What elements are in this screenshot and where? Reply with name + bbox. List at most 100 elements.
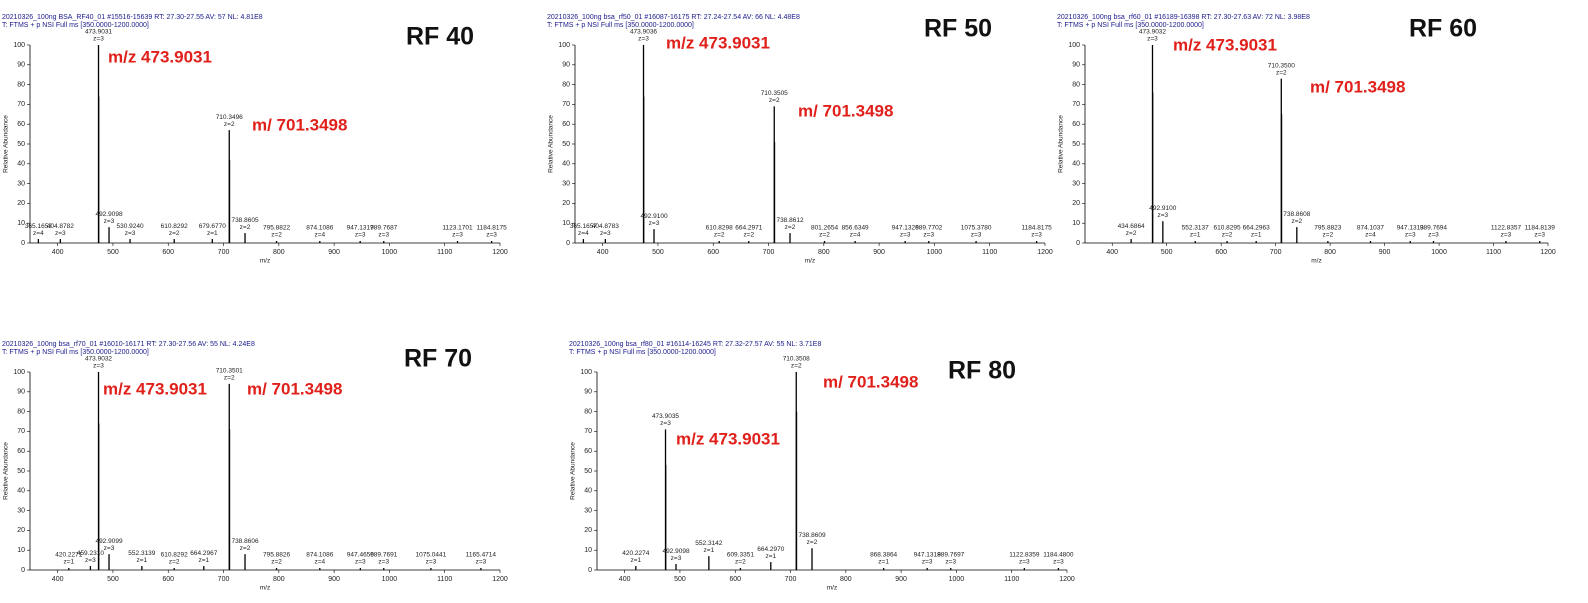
charge-label: z=3: [1501, 232, 1512, 239]
charge-label: z=1: [137, 557, 148, 564]
charge-label: z=2: [240, 545, 251, 552]
charge-label: z=3: [1158, 212, 1169, 219]
charge-label: z=3: [476, 559, 487, 566]
y-tick-label: 20: [17, 200, 25, 207]
charge-label: z=2: [743, 232, 754, 239]
peak-label: 710.3501: [216, 368, 243, 375]
peak-label: 679.6770: [199, 223, 226, 230]
y-tick-label: 80: [17, 408, 25, 415]
y-tick-label: 80: [584, 408, 592, 415]
charge-label: z=3: [600, 230, 611, 237]
charge-label: z=4: [578, 230, 589, 237]
x-tick-label: 700: [763, 249, 775, 256]
y-tick-label: 50: [17, 468, 25, 475]
peak-label: 404.8782: [47, 223, 74, 230]
y-tick-label: 60: [1072, 121, 1080, 128]
x-axis-label: m/z: [1311, 258, 1321, 265]
y-tick-label: 0: [21, 240, 25, 247]
x-tick-label: 1100: [1486, 249, 1501, 256]
charge-label: z=3: [971, 232, 982, 239]
peak-label: 1075.3780: [961, 225, 992, 232]
charge-label: z=2: [791, 363, 802, 370]
x-tick-label: 600: [162, 576, 174, 583]
x-tick-label: 900: [873, 249, 885, 256]
charge-label: z=1: [878, 559, 889, 566]
y-tick-label: 10: [17, 220, 25, 227]
y-tick-label: 70: [1072, 101, 1080, 108]
y-tick-label: 10: [562, 220, 570, 227]
charge-label: z=3: [1405, 232, 1416, 239]
y-tick-label: 10: [584, 547, 592, 554]
y-tick-label: 20: [17, 527, 25, 534]
y-tick-label: 0: [1076, 240, 1080, 247]
peak-label: 947.1326: [892, 225, 919, 232]
charge-label: z=2: [169, 230, 180, 237]
peak-label: 610.8295: [1214, 225, 1241, 232]
peak-label: 492.9100: [1149, 205, 1176, 212]
y-tick-label: 70: [17, 428, 25, 435]
peak-label: 989.7697: [937, 552, 964, 559]
charge-label: z=3: [1534, 232, 1545, 239]
y-tick-label: 30: [562, 180, 570, 187]
peak-label: 420.2271: [55, 552, 82, 559]
charge-label: z=2: [1126, 230, 1137, 237]
y-tick-label: 60: [562, 121, 570, 128]
annotation: m/ 701.3498: [1310, 77, 1405, 96]
peak-label: 404.8783: [592, 223, 619, 230]
annotation: m/z 473.9031: [108, 47, 212, 66]
y-tick-label: 80: [17, 81, 25, 88]
x-tick-label: 800: [840, 576, 852, 583]
peak-label: 801.2654: [811, 225, 838, 232]
y-axis-label: Relative Abundance: [1058, 115, 1065, 173]
x-axis-label: m/z: [260, 585, 270, 592]
x-tick-label: 1200: [492, 576, 508, 583]
y-tick-label: 50: [1072, 141, 1080, 148]
x-tick-label: 1100: [982, 249, 997, 256]
charge-label: z=1: [1251, 232, 1262, 239]
spectrum-panel: 20210326_100ng bsa_rf50_01 #16087-16175 …: [547, 14, 1053, 265]
charge-label: z=3: [486, 232, 497, 239]
peak-label: 610.8298: [706, 225, 733, 232]
peak-label: 1184.8175: [1021, 225, 1052, 232]
y-tick-label: 70: [562, 101, 570, 108]
x-tick-label: 1000: [382, 576, 398, 583]
peak-label: 1123.1701: [442, 225, 473, 232]
peak-label: 989.7694: [1420, 225, 1447, 232]
charge-label: z=1: [704, 547, 715, 554]
scan-header: 20210326_100ng BSA_RF40_01 #15516-15639 …: [2, 14, 263, 21]
y-tick-label: 40: [1072, 161, 1080, 168]
spectrum-panel: 20210326_100ng bsa_rf70_01 #16010-16171 …: [2, 341, 508, 592]
charge-label: z=3: [1053, 559, 1064, 566]
charge-label: z=2: [735, 559, 746, 566]
y-tick-label: 90: [17, 62, 25, 69]
y-tick-label: 50: [562, 141, 570, 148]
charge-label: z=2: [1276, 69, 1287, 76]
peak-label: 365.1653: [25, 223, 52, 230]
annotation: m/z 473.9031: [103, 379, 207, 398]
x-tick-label: 500: [107, 576, 119, 583]
x-tick-label: 600: [729, 576, 741, 583]
x-tick-label: 1000: [1431, 249, 1447, 256]
charge-label: z=3: [900, 232, 911, 239]
x-tick-label: 900: [328, 249, 340, 256]
peak-label: 947.1318: [914, 552, 941, 559]
y-tick-label: 40: [562, 161, 570, 168]
x-tick-label: 1000: [927, 249, 943, 256]
x-axis-label: m/z: [260, 258, 270, 265]
panel-title: RF 70: [404, 345, 472, 373]
y-tick-label: 70: [584, 428, 592, 435]
scan-header: 20210326_100ng bsa_rf70_01 #16010-16171 …: [2, 341, 255, 348]
peak-label: 947.1313: [1397, 225, 1424, 232]
charge-label: z=3: [85, 557, 96, 564]
spectrum-panel: 20210326_100ng bsa_rf80_01 #16114-16245 …: [569, 341, 1075, 592]
peak-label: 710.3496: [216, 114, 243, 121]
x-tick-label: 700: [218, 576, 230, 583]
charge-label: z=3: [355, 559, 366, 566]
y-tick-label: 10: [1072, 220, 1080, 227]
y-tick-label: 80: [562, 81, 570, 88]
y-tick-label: 80: [1072, 81, 1080, 88]
charge-label: z=4: [314, 559, 325, 566]
charge-label: z=1: [207, 230, 218, 237]
peak-label: 874.1086: [306, 552, 333, 559]
charge-label: z=3: [945, 559, 956, 566]
